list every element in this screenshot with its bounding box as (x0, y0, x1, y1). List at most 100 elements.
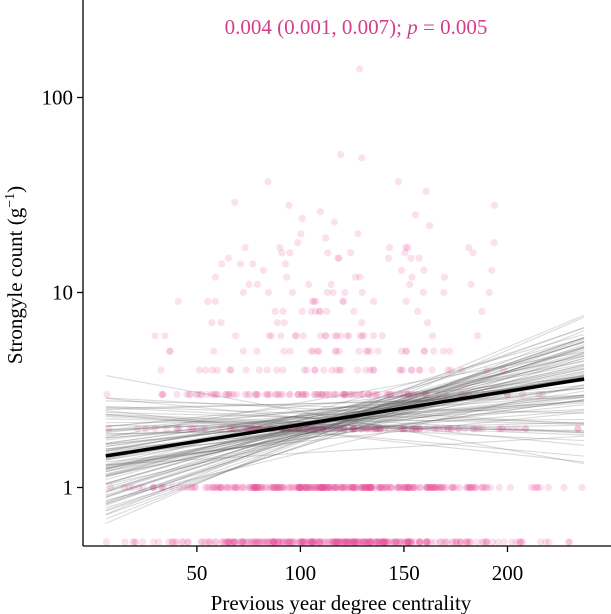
data-point (416, 538, 424, 546)
data-point (192, 390, 200, 399)
data-point (241, 483, 249, 492)
data-point (377, 425, 385, 433)
data-point (366, 366, 374, 374)
data-point (452, 538, 460, 546)
data-point (284, 483, 292, 492)
data-point (309, 347, 317, 355)
data-point (407, 366, 415, 374)
data-point (273, 483, 282, 492)
data-point (350, 307, 358, 315)
data-point (265, 538, 273, 546)
data-point (319, 425, 327, 433)
data-point (422, 538, 430, 546)
data-point (340, 390, 349, 399)
data-point (379, 538, 387, 546)
data-point (313, 483, 321, 492)
data-point (356, 425, 364, 433)
data-point (309, 425, 317, 433)
data-point (396, 366, 404, 374)
data-point (349, 538, 357, 546)
data-point (365, 483, 373, 492)
data-point (480, 538, 488, 546)
data-point (349, 538, 357, 546)
data-point (341, 288, 349, 297)
data-point (478, 538, 486, 546)
data-point (357, 425, 365, 433)
data-point (132, 538, 140, 546)
data-point (281, 483, 289, 492)
data-point (191, 483, 199, 492)
data-point (426, 222, 434, 230)
data-point (358, 483, 366, 492)
data-point (385, 254, 393, 262)
data-point (458, 366, 466, 374)
data-point (355, 390, 364, 399)
data-point (254, 390, 262, 399)
data-point (402, 297, 410, 305)
data-point (361, 538, 369, 546)
data-point (358, 154, 366, 162)
data-point (303, 483, 311, 492)
data-point (253, 347, 261, 355)
posterior-line (105, 418, 585, 433)
data-point (380, 538, 388, 546)
data-point (318, 425, 326, 433)
data-point (468, 483, 476, 492)
data-point (339, 297, 347, 305)
data-point (449, 538, 457, 546)
data-point (298, 390, 307, 399)
data-point (312, 425, 320, 433)
data-point (470, 425, 478, 433)
data-point (304, 425, 312, 433)
data-point (483, 483, 491, 492)
data-point (306, 483, 314, 492)
data-point (396, 538, 404, 546)
data-point (392, 538, 400, 546)
data-point (301, 538, 309, 546)
data-point (424, 538, 432, 546)
data-point (270, 483, 278, 492)
data-point (301, 425, 309, 433)
data-point (345, 332, 353, 340)
data-point (300, 390, 308, 399)
data-point (313, 483, 321, 492)
data-point (350, 538, 358, 546)
data-point (412, 425, 420, 433)
data-point (251, 538, 259, 546)
data-point (307, 483, 315, 492)
data-point (257, 483, 265, 492)
data-point (222, 483, 230, 492)
data-point (269, 538, 277, 546)
data-point (475, 425, 483, 433)
data-point (216, 483, 224, 492)
data-point (285, 390, 293, 399)
data-point (345, 538, 353, 546)
data-point (449, 483, 457, 492)
data-point (304, 483, 313, 492)
posterior-lines (105, 314, 585, 524)
data-point (217, 319, 225, 327)
data-point (264, 390, 272, 399)
data-point (372, 425, 380, 433)
data-point (302, 390, 310, 399)
data-point (539, 390, 547, 399)
data-point (259, 538, 267, 546)
data-point (185, 425, 194, 433)
data-point (274, 538, 282, 546)
data-point (280, 319, 288, 327)
data-point (191, 483, 200, 492)
data-point (408, 483, 417, 492)
data-point (463, 538, 471, 546)
data-point (319, 390, 327, 399)
data-point (332, 538, 340, 546)
data-point (135, 483, 143, 492)
data-point (366, 483, 374, 492)
data-point (150, 538, 158, 546)
data-point (378, 332, 386, 340)
data-point (371, 538, 379, 546)
posterior-line (105, 376, 585, 448)
data-point (274, 538, 282, 546)
data-point (365, 538, 373, 546)
data-point (249, 260, 257, 268)
data-point (408, 483, 416, 492)
